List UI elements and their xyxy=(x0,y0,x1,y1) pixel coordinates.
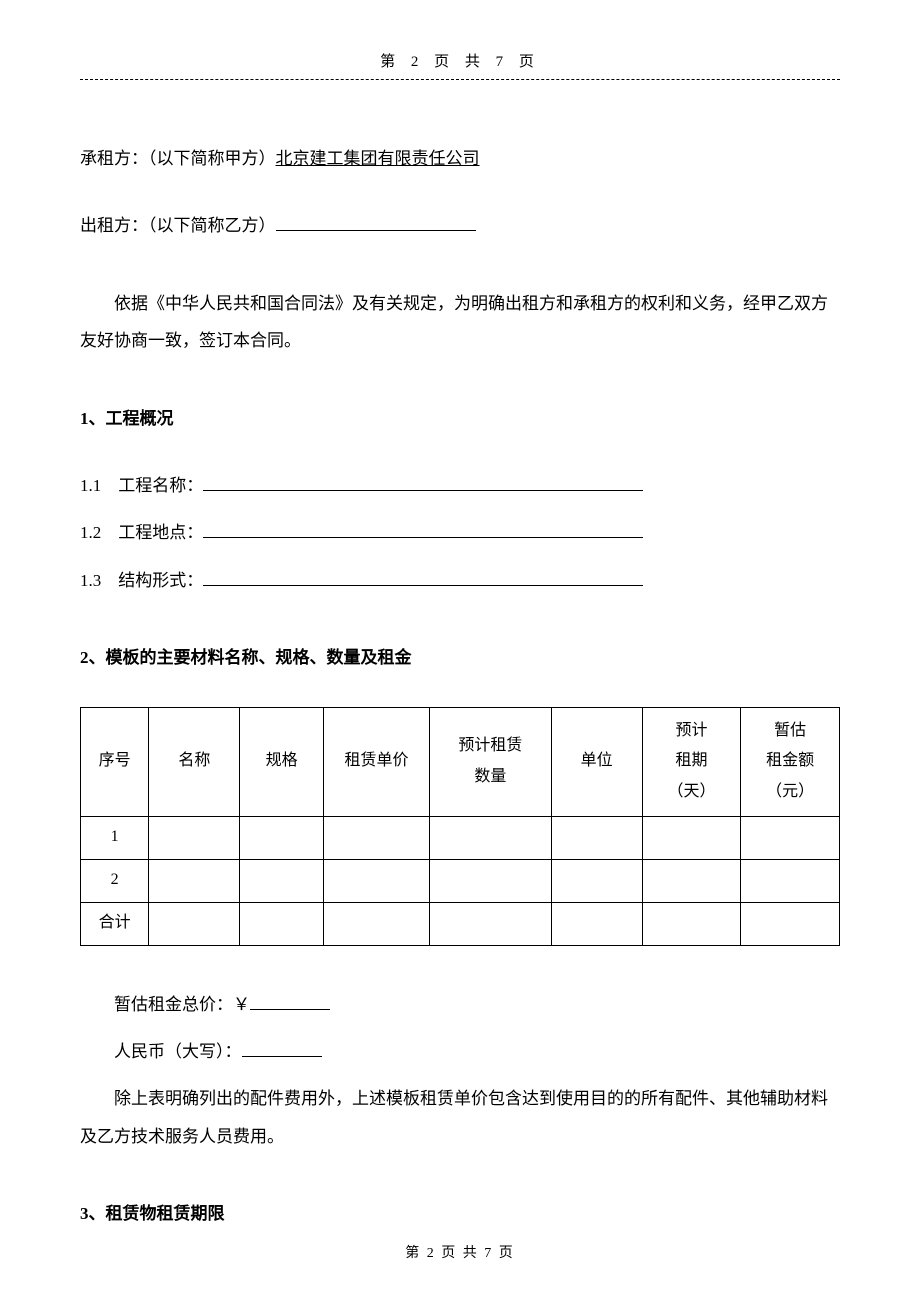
document-page: 第 2 页 共 7 页 承租方：（以下简称甲方）北京建工集团有限责任公司 出租方… xyxy=(0,0,920,1302)
table-row: 合计 xyxy=(81,902,840,945)
page-footer: 第 2 页 共 7 页 xyxy=(0,1242,920,1262)
table-cell xyxy=(741,816,840,859)
table-column-header: 预计 租期 （天） xyxy=(642,707,741,816)
table-column-header: 名称 xyxy=(149,707,240,816)
section-2-note: 除上表明确列出的配件费用外，上述模板租赁单价包含达到使用目的的所有配件、其他辅助… xyxy=(80,1080,840,1155)
table-cell: 1 xyxy=(81,816,149,859)
footer-page-label: 第 2 页 共 7 页 xyxy=(405,1246,515,1261)
lessee-label: 承租方：（以下简称甲方） xyxy=(80,149,276,168)
table-cell: 2 xyxy=(81,859,149,902)
estimated-total-blank xyxy=(250,992,330,1010)
materials-table: 序号名称规格租赁单价预计租赁 数量单位预计 租期 （天）暂估 租金额 （元） 1… xyxy=(80,707,840,946)
structure-type-label: 1.3 结构形式： xyxy=(80,571,203,590)
preamble-paragraph: 依据《中华人民共和国合同法》及有关规定，为明确出租方和承租方的权利和义务，经甲乙… xyxy=(80,285,840,360)
rmb-words-label: 人民币（大写）： xyxy=(114,1042,242,1061)
table-cell xyxy=(642,816,741,859)
rmb-words-blank xyxy=(242,1039,322,1057)
table-row: 1 xyxy=(81,816,840,859)
table-cell xyxy=(149,859,240,902)
lessor-label: 出租方：（以下简称乙方） xyxy=(80,216,276,235)
table-cell xyxy=(642,859,741,902)
table-column-header: 规格 xyxy=(240,707,323,816)
project-location-blank xyxy=(203,520,643,538)
table-cell xyxy=(551,902,642,945)
table-cell xyxy=(430,816,551,859)
structure-type-line: 1.3 结构形式： xyxy=(80,562,840,599)
table-cell xyxy=(323,859,429,902)
project-location-label: 1.2 工程地点： xyxy=(80,523,203,542)
document-body: 承租方：（以下简称甲方）北京建工集团有限责任公司 出租方：（以下简称乙方） 依据… xyxy=(80,140,840,1232)
lessee-line: 承租方：（以下简称甲方）北京建工集团有限责任公司 xyxy=(80,140,840,177)
estimated-total-label: 暂估租金总价：￥ xyxy=(114,995,250,1014)
table-cell xyxy=(551,816,642,859)
rmb-words-line: 人民币（大写）： xyxy=(80,1033,840,1070)
table-cell xyxy=(323,816,429,859)
table-body: 12合计 xyxy=(81,816,840,945)
table-cell xyxy=(551,859,642,902)
table-header-row: 序号名称规格租赁单价预计租赁 数量单位预计 租期 （天）暂估 租金额 （元） xyxy=(81,707,840,816)
table-column-header: 预计租赁 数量 xyxy=(430,707,551,816)
table-row: 2 xyxy=(81,859,840,902)
table-cell xyxy=(149,902,240,945)
lessor-blank xyxy=(276,213,476,231)
lessee-name: 北京建工集团有限责任公司 xyxy=(276,149,480,168)
section-3-heading: 3、租赁物租赁期限 xyxy=(80,1195,840,1232)
table-cell xyxy=(240,816,323,859)
table-cell xyxy=(741,859,840,902)
project-name-label: 1.1 工程名称： xyxy=(80,476,203,495)
table-cell xyxy=(323,902,429,945)
estimated-total-line: 暂估租金总价：￥ xyxy=(80,986,840,1023)
table-column-header: 单位 xyxy=(551,707,642,816)
project-name-line: 1.1 工程名称： xyxy=(80,467,840,504)
structure-type-blank xyxy=(203,568,643,586)
table-cell: 合计 xyxy=(81,902,149,945)
table-cell xyxy=(741,902,840,945)
table-cell xyxy=(430,902,551,945)
table-cell xyxy=(240,859,323,902)
section-2-heading: 2、模板的主要材料名称、规格、数量及租金 xyxy=(80,639,840,676)
project-name-blank xyxy=(203,473,643,491)
lessor-line: 出租方：（以下简称乙方） xyxy=(80,207,840,244)
header-page-label: 第 2 页 共 7 页 xyxy=(380,54,540,70)
table-column-header: 序号 xyxy=(81,707,149,816)
table-cell xyxy=(430,859,551,902)
table-column-header: 租赁单价 xyxy=(323,707,429,816)
section-1-heading: 1、工程概况 xyxy=(80,400,840,437)
project-location-line: 1.2 工程地点： xyxy=(80,514,840,551)
page-header: 第 2 页 共 7 页 xyxy=(80,50,840,80)
table-cell xyxy=(642,902,741,945)
table-cell xyxy=(240,902,323,945)
table-cell xyxy=(149,816,240,859)
table-column-header: 暂估 租金额 （元） xyxy=(741,707,840,816)
